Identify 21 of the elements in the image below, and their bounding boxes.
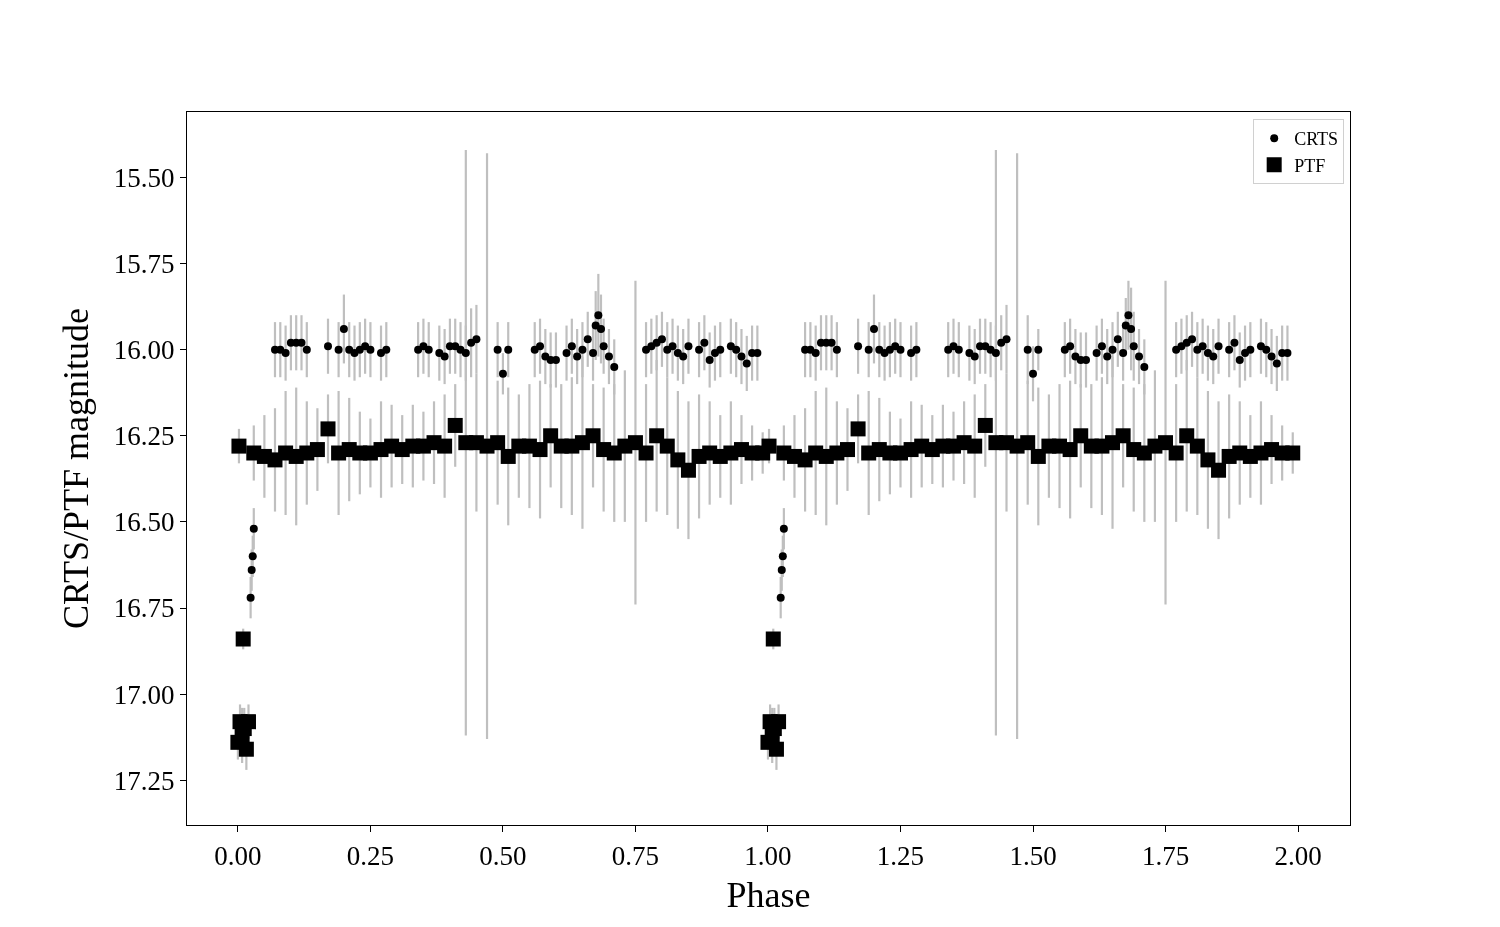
x-tick-label: 0.25	[346, 840, 395, 871]
y-tick-label: 15.75	[113, 249, 175, 280]
x-tick-label: 1.75	[1141, 840, 1190, 871]
x-tick-label: 1.00	[744, 840, 792, 871]
legend-label: PTF	[1294, 155, 1326, 176]
x-tick-label: 0.00	[214, 840, 262, 871]
x-tick-label: 2.00	[1274, 840, 1322, 871]
x-axis-title: Phase	[726, 875, 811, 916]
y-tick-label: 16.75	[113, 593, 175, 624]
x-tick-label: 1.25	[876, 840, 925, 871]
y-tick-label: 17.25	[113, 765, 175, 796]
legend-label: CRTS	[1294, 129, 1339, 150]
x-tick-label: 0.75	[611, 840, 660, 871]
y-tick-label: 15.50	[113, 162, 175, 193]
x-tick-label: 0.50	[479, 840, 527, 871]
y-tick-label: 16.00	[113, 335, 175, 366]
y-axis-title: CRTS/PTF magnitude	[55, 308, 96, 629]
x-tick-label: 1.50	[1009, 840, 1057, 871]
y-tick-label: 16.50	[113, 507, 175, 538]
y-tick-label: 17.00	[113, 679, 175, 710]
y-tick-label: 16.25	[113, 421, 175, 452]
